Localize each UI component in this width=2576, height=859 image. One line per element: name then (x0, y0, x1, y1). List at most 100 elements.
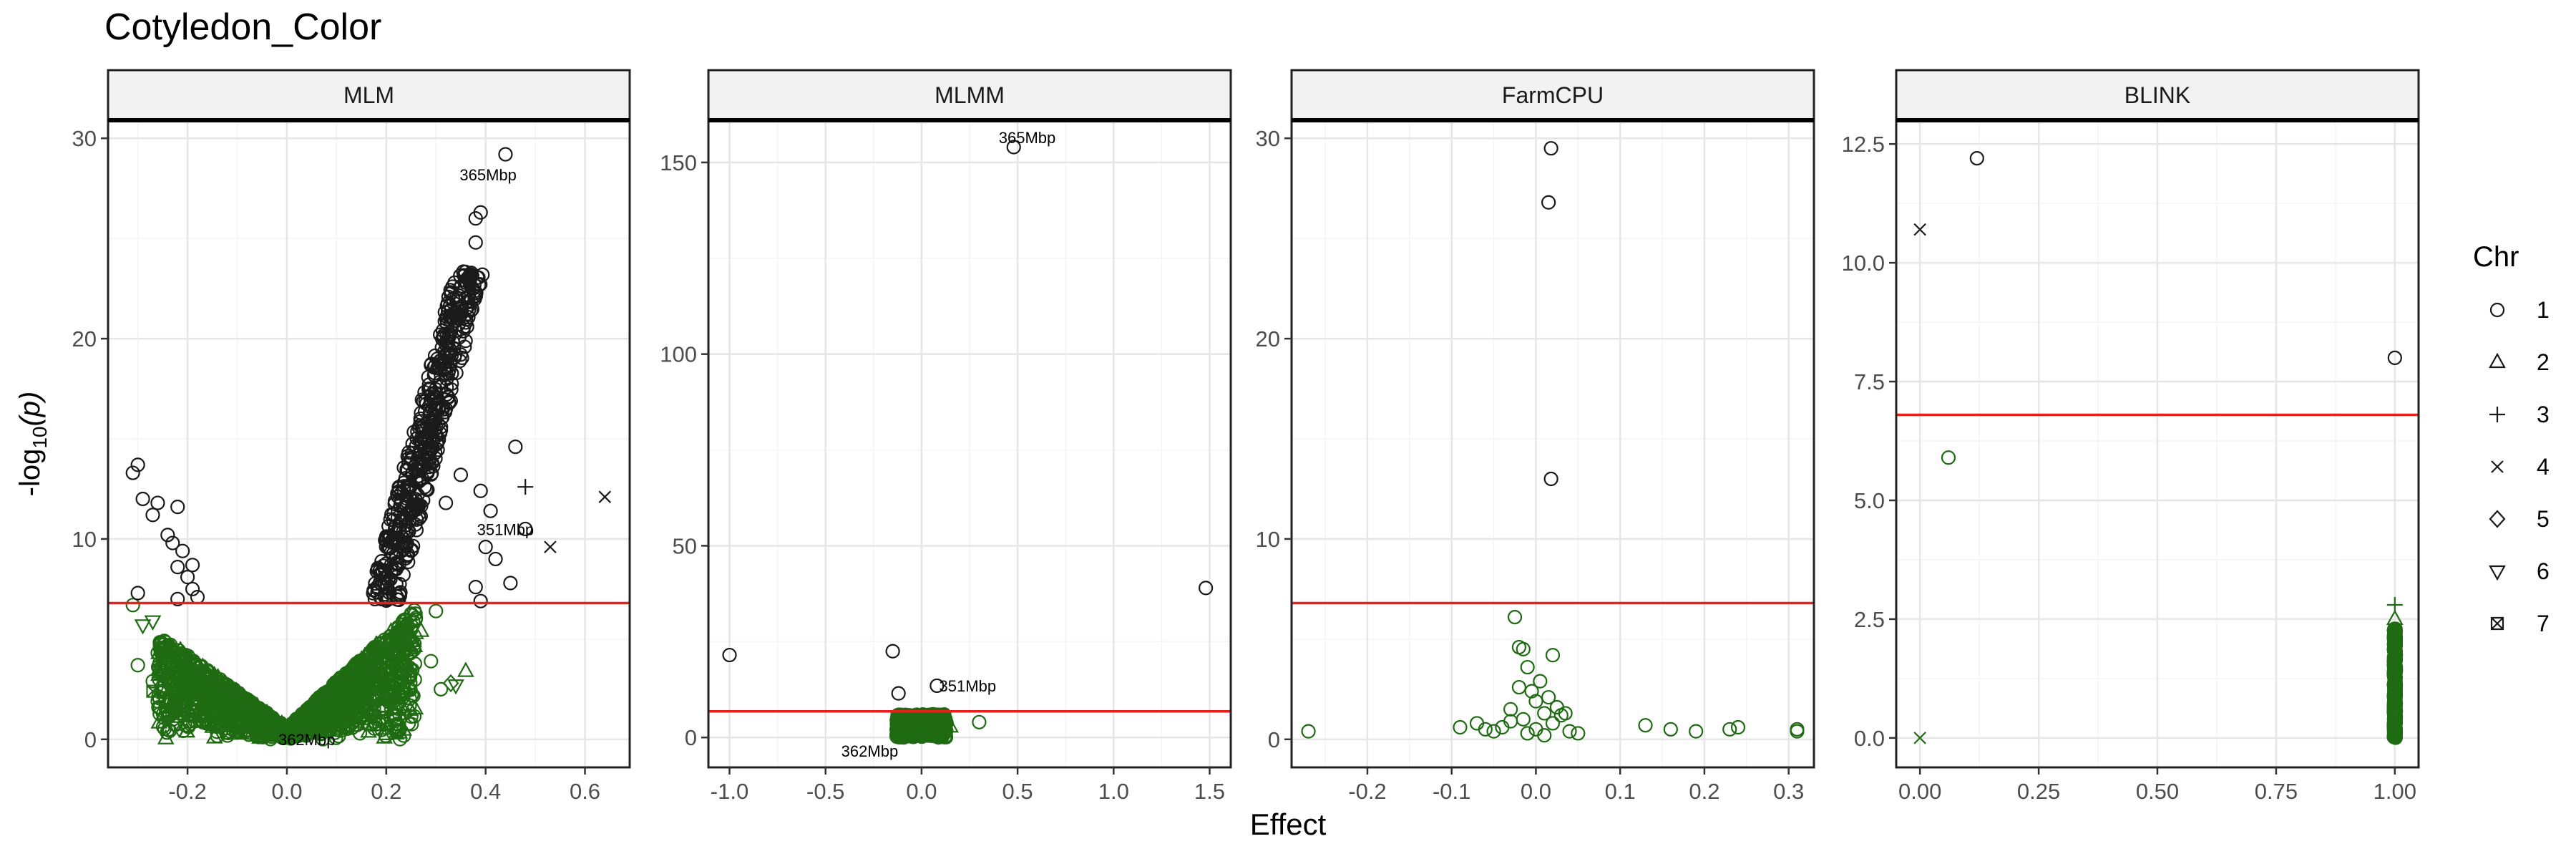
legend-key-square-cross (2490, 616, 2504, 631)
point-nonsig (2386, 704, 2402, 719)
y-tick-label: 7.5 (1854, 369, 1885, 394)
point-sig (458, 291, 473, 306)
y-axis-title-text: -log10(p) (14, 392, 51, 497)
point-nonsig (157, 721, 172, 737)
point-nonsig (168, 660, 183, 675)
point-nonsig (1537, 706, 1552, 721)
point-nonsig (919, 719, 935, 735)
point-sig (145, 508, 160, 523)
point-nonsig (918, 728, 933, 743)
point-nonsig (1790, 724, 1805, 739)
x-tick-label: 0.3 (1773, 779, 1804, 804)
legend-label: 3 (2537, 402, 2550, 427)
x-tick-label: -0.2 (1348, 779, 1386, 804)
point-nonsig (933, 709, 948, 724)
point-sig (1543, 141, 1558, 156)
point-nonsig (220, 691, 237, 707)
point-nonsig (1516, 712, 1531, 727)
point-nonsig (2387, 711, 2402, 726)
x-tick-label: 0.2 (1689, 779, 1719, 804)
point-nonsig (2386, 677, 2401, 692)
point-sig (401, 484, 416, 500)
point-nonsig (406, 699, 424, 715)
point-nonsig (238, 723, 253, 738)
point-nonsig (152, 691, 167, 706)
point-nonsig (404, 709, 419, 724)
point-nonsig (255, 728, 270, 744)
point-sig (185, 558, 200, 573)
point-nonsig (339, 712, 354, 727)
point-nonsig (197, 671, 212, 686)
point-nonsig (178, 648, 193, 663)
y-tick-label: 10 (1256, 527, 1280, 552)
point-nonsig (162, 676, 177, 691)
point-sig (170, 500, 185, 515)
x-axis-title: Effect (1249, 807, 1327, 841)
legend-key-triangle-open (2489, 352, 2506, 369)
point-nonsig (1301, 724, 1316, 739)
point-nonsig (368, 635, 385, 651)
point-nonsig (1689, 724, 1704, 739)
point-sig (409, 438, 424, 453)
point-nonsig (393, 623, 408, 638)
point-nonsig (235, 702, 252, 719)
x-tick-label: 1.0 (1098, 779, 1129, 804)
point-sig (404, 491, 419, 507)
point-nonsig (203, 700, 218, 715)
point-nonsig (134, 619, 152, 635)
legend-key-plus (2489, 407, 2505, 422)
point-nonsig (2386, 694, 2402, 709)
point-sig (434, 379, 449, 394)
point-sig (518, 521, 533, 537)
legend-title: Chr (2473, 241, 2519, 273)
x-tick-label: 0.50 (2136, 779, 2179, 804)
point-sig (483, 503, 498, 518)
point-nonsig (408, 612, 423, 627)
y-tick-label: 2.5 (1854, 607, 1885, 632)
point-sig (389, 548, 404, 563)
point-nonsig (1913, 732, 1926, 744)
y-axis-title: -log10(p) (14, 392, 51, 497)
point-nonsig (2387, 641, 2402, 656)
point-nonsig (457, 661, 474, 677)
x-tick-label: 0.4 (470, 779, 501, 804)
point-nonsig (157, 729, 175, 744)
x-tick-label: 0.0 (906, 779, 937, 804)
point-nonsig (2386, 658, 2401, 673)
point-nonsig (144, 615, 162, 631)
point-nonsig (377, 691, 392, 706)
y-tick-label: 10.0 (1842, 251, 1885, 276)
point-nonsig (1507, 609, 1523, 625)
point-nonsig (396, 685, 411, 700)
point-sig (374, 591, 389, 607)
point-nonsig (195, 715, 210, 730)
panel-mlmm: 365Mbp 351Mbp 362Mbp MLMM -1.0 -0.5 0.0 0.5 1.0 1… (660, 69, 1232, 804)
x-tick-label: -0.1 (1433, 779, 1470, 804)
x-tick-label: 0.0 (271, 779, 302, 804)
point-nonsig (366, 701, 381, 716)
point-sig (488, 551, 503, 567)
point-nonsig (291, 716, 306, 731)
legend-label: 6 (2537, 558, 2550, 584)
point-sig (130, 457, 145, 472)
x-tick-label: 0.6 (570, 779, 600, 804)
legend: Chr 1 2 3 4 5 6 7 (2473, 241, 2550, 636)
point-nonsig (202, 690, 217, 705)
point-nonsig (387, 724, 405, 740)
point-sig (417, 384, 432, 400)
point-nonsig (227, 716, 242, 732)
point-nonsig (130, 658, 145, 673)
strip-box (1895, 69, 2420, 122)
point-nonsig (382, 679, 397, 694)
peak-label: 362Mbp (841, 742, 899, 760)
point-sig (478, 540, 493, 555)
point-nonsig (2387, 699, 2402, 714)
x-tick-label: 1.00 (2373, 779, 2416, 804)
point-sig (430, 435, 445, 450)
point-sig (439, 361, 454, 377)
y-title-suffix: (p) (14, 392, 46, 427)
point-sig (473, 483, 488, 498)
point-nonsig (327, 687, 342, 702)
point-nonsig (361, 651, 376, 667)
point-sig (399, 511, 414, 527)
